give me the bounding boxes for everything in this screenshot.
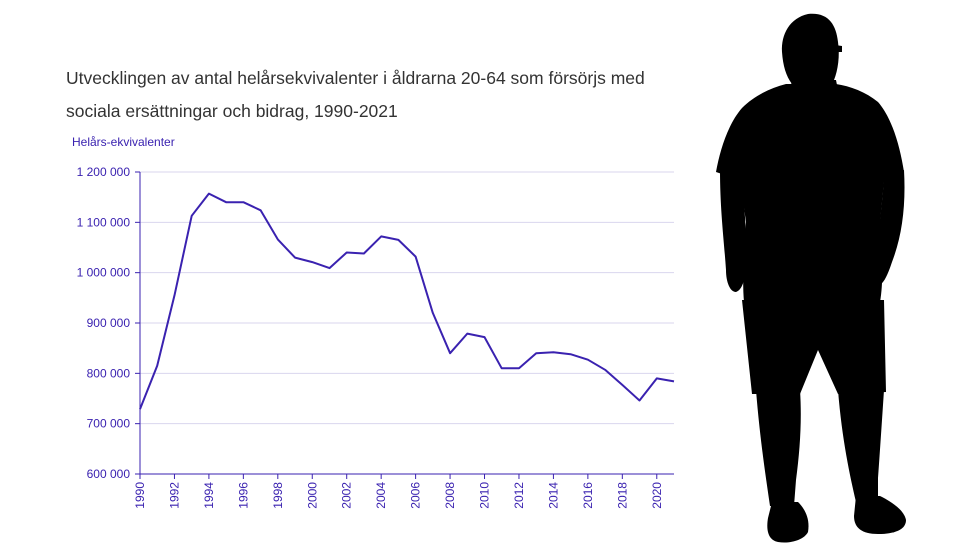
y-tick-label: 800 000 [87,366,131,380]
y-tick-label: 1 000 000 [77,266,131,280]
line-chart: Helårs-ekvivalenter 600 000 700 000 800 00… [72,135,677,509]
y-tick-label: 700 000 [87,417,131,431]
series-layer [138,191,677,412]
x-tick-label: 2016 [581,482,595,509]
x-tick-label: 2012 [512,482,526,509]
data-point [275,237,280,242]
data-point [516,366,521,371]
data-point [672,379,677,384]
data-point [206,191,211,196]
x-tick-label: 2004 [374,482,388,509]
y-tick-label: 1 200 000 [77,165,131,179]
chart-title-line-2: sociala ersättningar och bidrag, 1990-20… [66,101,398,121]
silhouette-left-shoe [767,502,809,543]
data-point [293,255,298,260]
silhouette-torso [716,84,904,302]
data-point [224,200,229,205]
data-point [138,407,143,412]
silhouette-glasses [828,44,842,52]
data-point [551,350,556,355]
silhouette-left-leg [756,390,801,506]
data-point [396,237,401,242]
x-tick-label: 1990 [133,482,147,509]
x-tick-label: 2014 [546,482,560,509]
data-point [568,352,573,357]
data-point [327,266,332,271]
gridlines [135,171,674,475]
chart-title: Utvecklingen av antal helårsekvivalenter… [66,62,686,128]
data-point [241,200,246,205]
x-tick-label: 2010 [478,482,492,509]
x-tick-label: 2002 [340,482,354,509]
data-point [361,251,366,256]
data-point [413,254,418,259]
data-point [637,398,642,403]
silhouette-right-leg [838,390,884,502]
chart-title-line-1: Utvecklingen av antal helårsekvivalenter… [66,68,645,88]
silhouette-right-arm [874,170,905,286]
data-point [482,335,487,340]
data-point [620,382,625,387]
x-tick-labels: 1990 1992 1994 1996 1998 2000 2002 2004 2006 2008… [133,474,664,509]
y-tick-labels: 600 000 700 000 800 000 900 000 1 000 000 1 1… [77,165,131,481]
data-point [448,351,453,356]
x-tick-label: 1992 [167,482,181,509]
data-point [465,331,470,336]
data-point [310,260,315,265]
x-tick-label: 1996 [236,482,250,509]
data-point [189,213,194,218]
silhouette-shorts [742,300,886,394]
data-point [258,208,263,213]
x-tick-label: 2000 [305,482,319,509]
silhouette-left-arm [720,170,747,292]
data-point [379,234,384,239]
x-tick-label: 1998 [271,482,285,509]
data-point [155,363,160,368]
data-point [430,310,435,315]
data-point [344,250,349,255]
data-point [603,367,608,372]
y-tick-label: 900 000 [87,316,131,330]
x-tick-label: 2018 [615,482,629,509]
x-tick-label: 2008 [443,482,457,509]
data-point [654,376,659,381]
x-tick-label: 2020 [650,482,664,509]
silhouette-head [781,13,839,96]
x-tick-label: 1994 [202,482,216,509]
y-tick-label: 600 000 [87,467,131,481]
y-tick-label: 1 100 000 [77,215,131,229]
series-line [139,192,675,410]
data-point [585,357,590,362]
data-point [499,366,504,371]
data-point [172,293,177,298]
y-axis-label: Helårs-ekvivalenter [72,135,175,149]
silhouette-right-shoe [854,496,906,534]
data-point [534,351,539,356]
x-tick-label: 2006 [409,482,423,509]
person-silhouette-icon [716,13,906,543]
